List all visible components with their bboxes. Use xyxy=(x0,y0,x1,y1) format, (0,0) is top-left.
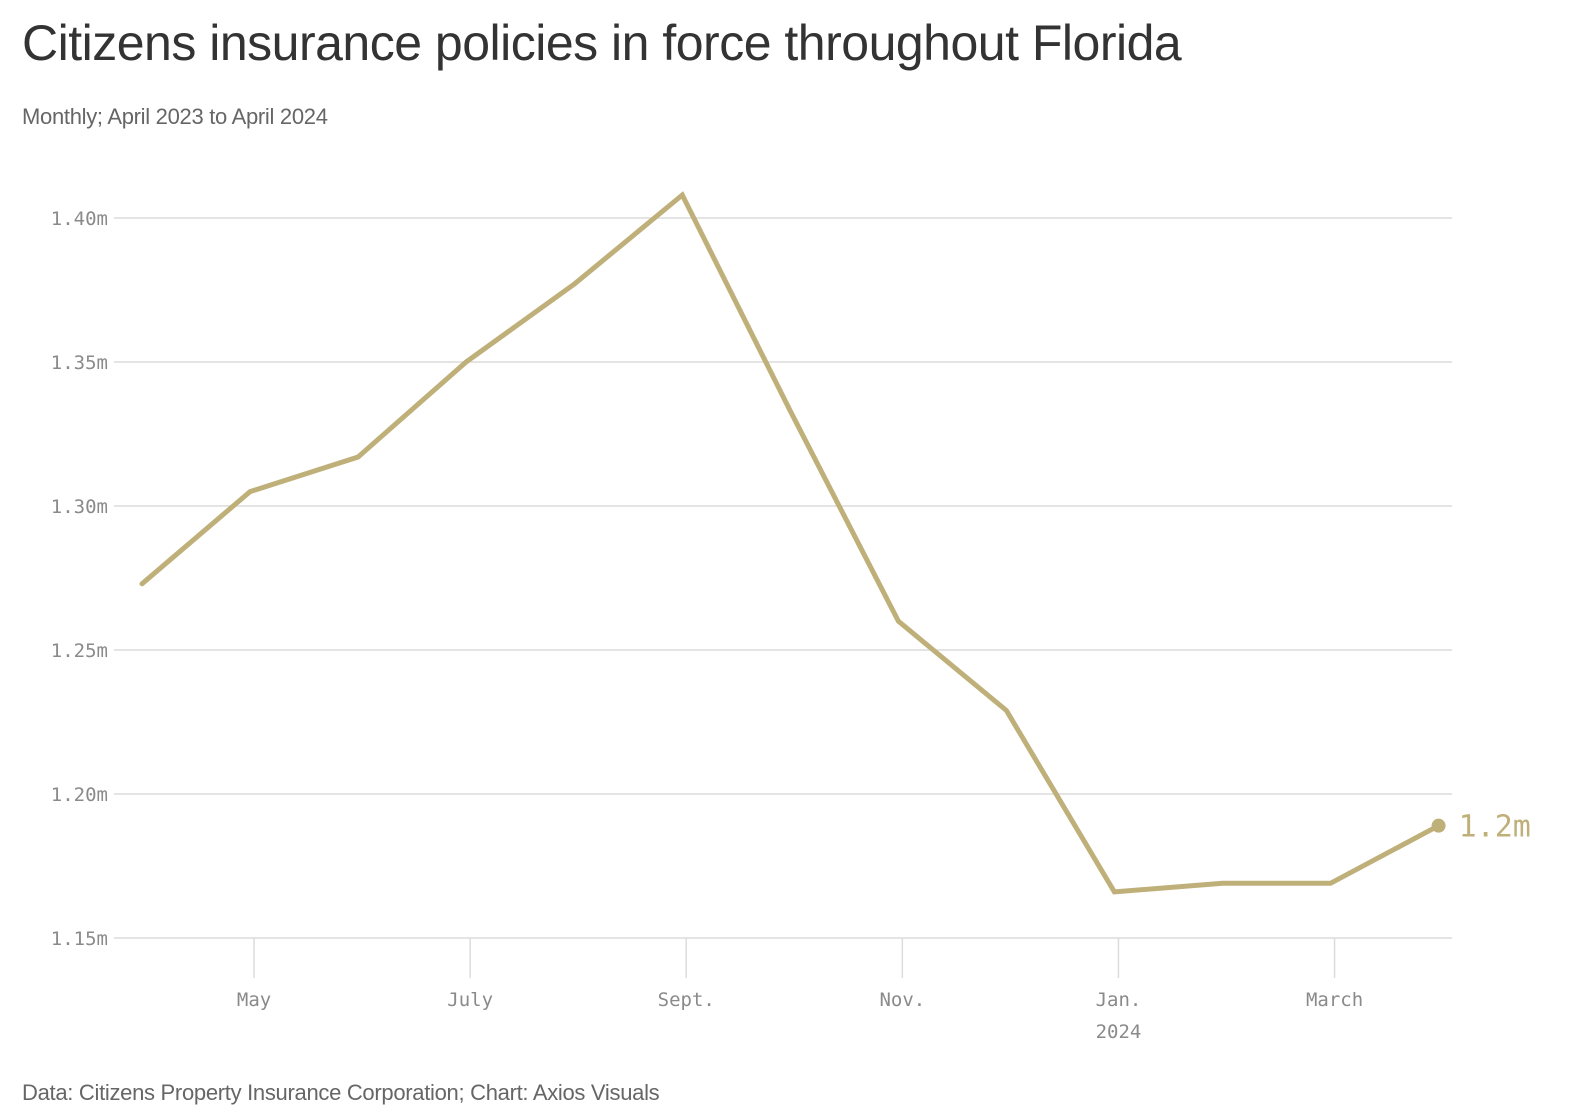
x-tick-label: Jan. xyxy=(1096,989,1142,1011)
y-axis: 1.15m 1.20m 1.25m 1.30m 1.35m 1.40m xyxy=(51,208,108,950)
y-tick-label: 1.25m xyxy=(51,640,108,662)
series-line xyxy=(139,191,1442,895)
x-tick-label: July xyxy=(447,989,493,1011)
x-tick-label: Sept. xyxy=(658,989,715,1011)
x-tick-label: March xyxy=(1306,989,1363,1011)
x-axis: May July Sept. Nov. Jan. 2024 March xyxy=(237,938,1363,1043)
y-tick-label: 1.15m xyxy=(51,928,108,950)
x-tick-year-label: 2024 xyxy=(1096,1021,1142,1043)
y-tick-label: 1.35m xyxy=(51,352,108,374)
chart-subtitle: Monthly; April 2023 to April 2024 xyxy=(22,104,328,129)
x-tick-label: Nov. xyxy=(879,989,925,1011)
series: 1.2m xyxy=(139,191,1531,895)
end-point-marker xyxy=(1431,818,1446,833)
gridlines xyxy=(114,217,1452,939)
y-tick-label: 1.30m xyxy=(51,496,108,518)
line-chart: May July Sept. Nov. Jan. 2024 March 1.15m 1.20m… xyxy=(51,191,1531,1043)
source-note: Data: Citizens Property Insurance Corpor… xyxy=(22,1080,660,1105)
y-tick-label: 1.20m xyxy=(51,784,108,806)
y-tick-label: 1.40m xyxy=(51,208,108,230)
end-value-label: 1.2m xyxy=(1459,810,1531,845)
chart-title: Citizens insurance policies in force thr… xyxy=(22,15,1182,71)
x-tick-label: May xyxy=(237,989,271,1011)
